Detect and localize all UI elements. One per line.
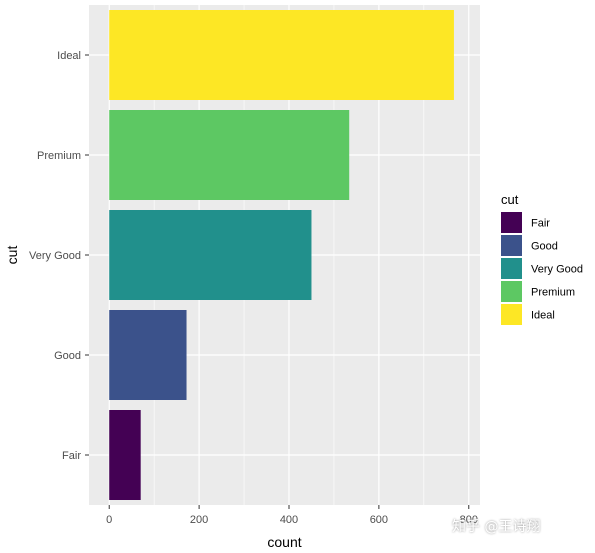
legend-title: cut xyxy=(501,192,519,207)
x-tick-label: 200 xyxy=(190,514,208,526)
legend-key xyxy=(501,258,522,279)
x-axis: 0 200 400 600 800 xyxy=(106,505,478,526)
bar-premium xyxy=(109,110,350,200)
legend: cut Fair Good Very Good Premium Ideal xyxy=(501,192,583,325)
x-tick-label: 0 xyxy=(106,514,112,526)
x-tick-label: 400 xyxy=(280,514,298,526)
legend-label: Ideal xyxy=(531,310,555,322)
legend-label: Good xyxy=(531,241,558,253)
y-axis: Fair Good Very Good Premium Ideal xyxy=(29,50,89,462)
y-tick-label: Good xyxy=(54,350,81,362)
legend-label: Premium xyxy=(531,287,575,299)
x-tick-label: 600 xyxy=(370,514,388,526)
y-tick-label: Premium xyxy=(37,150,81,162)
legend-key xyxy=(501,235,522,256)
x-axis-title: count xyxy=(267,534,301,550)
bar-very-good xyxy=(109,210,312,300)
x-tick-label: 800 xyxy=(460,514,478,526)
y-tick-label: Ideal xyxy=(57,50,81,62)
legend-label: Very Good xyxy=(531,264,583,276)
y-axis-title: cut xyxy=(4,246,20,265)
bar-good xyxy=(109,310,187,400)
legend-key xyxy=(501,281,522,302)
watermark: 知乎 @王诗翔 xyxy=(452,519,541,535)
legend-key xyxy=(501,212,522,233)
bars xyxy=(109,10,454,500)
bar-ideal xyxy=(109,10,454,100)
y-tick-label: Fair xyxy=(62,450,81,462)
legend-label: Fair xyxy=(531,218,550,230)
y-tick-label: Very Good xyxy=(29,250,81,262)
legend-key xyxy=(501,304,522,325)
bar-fair xyxy=(109,410,141,500)
